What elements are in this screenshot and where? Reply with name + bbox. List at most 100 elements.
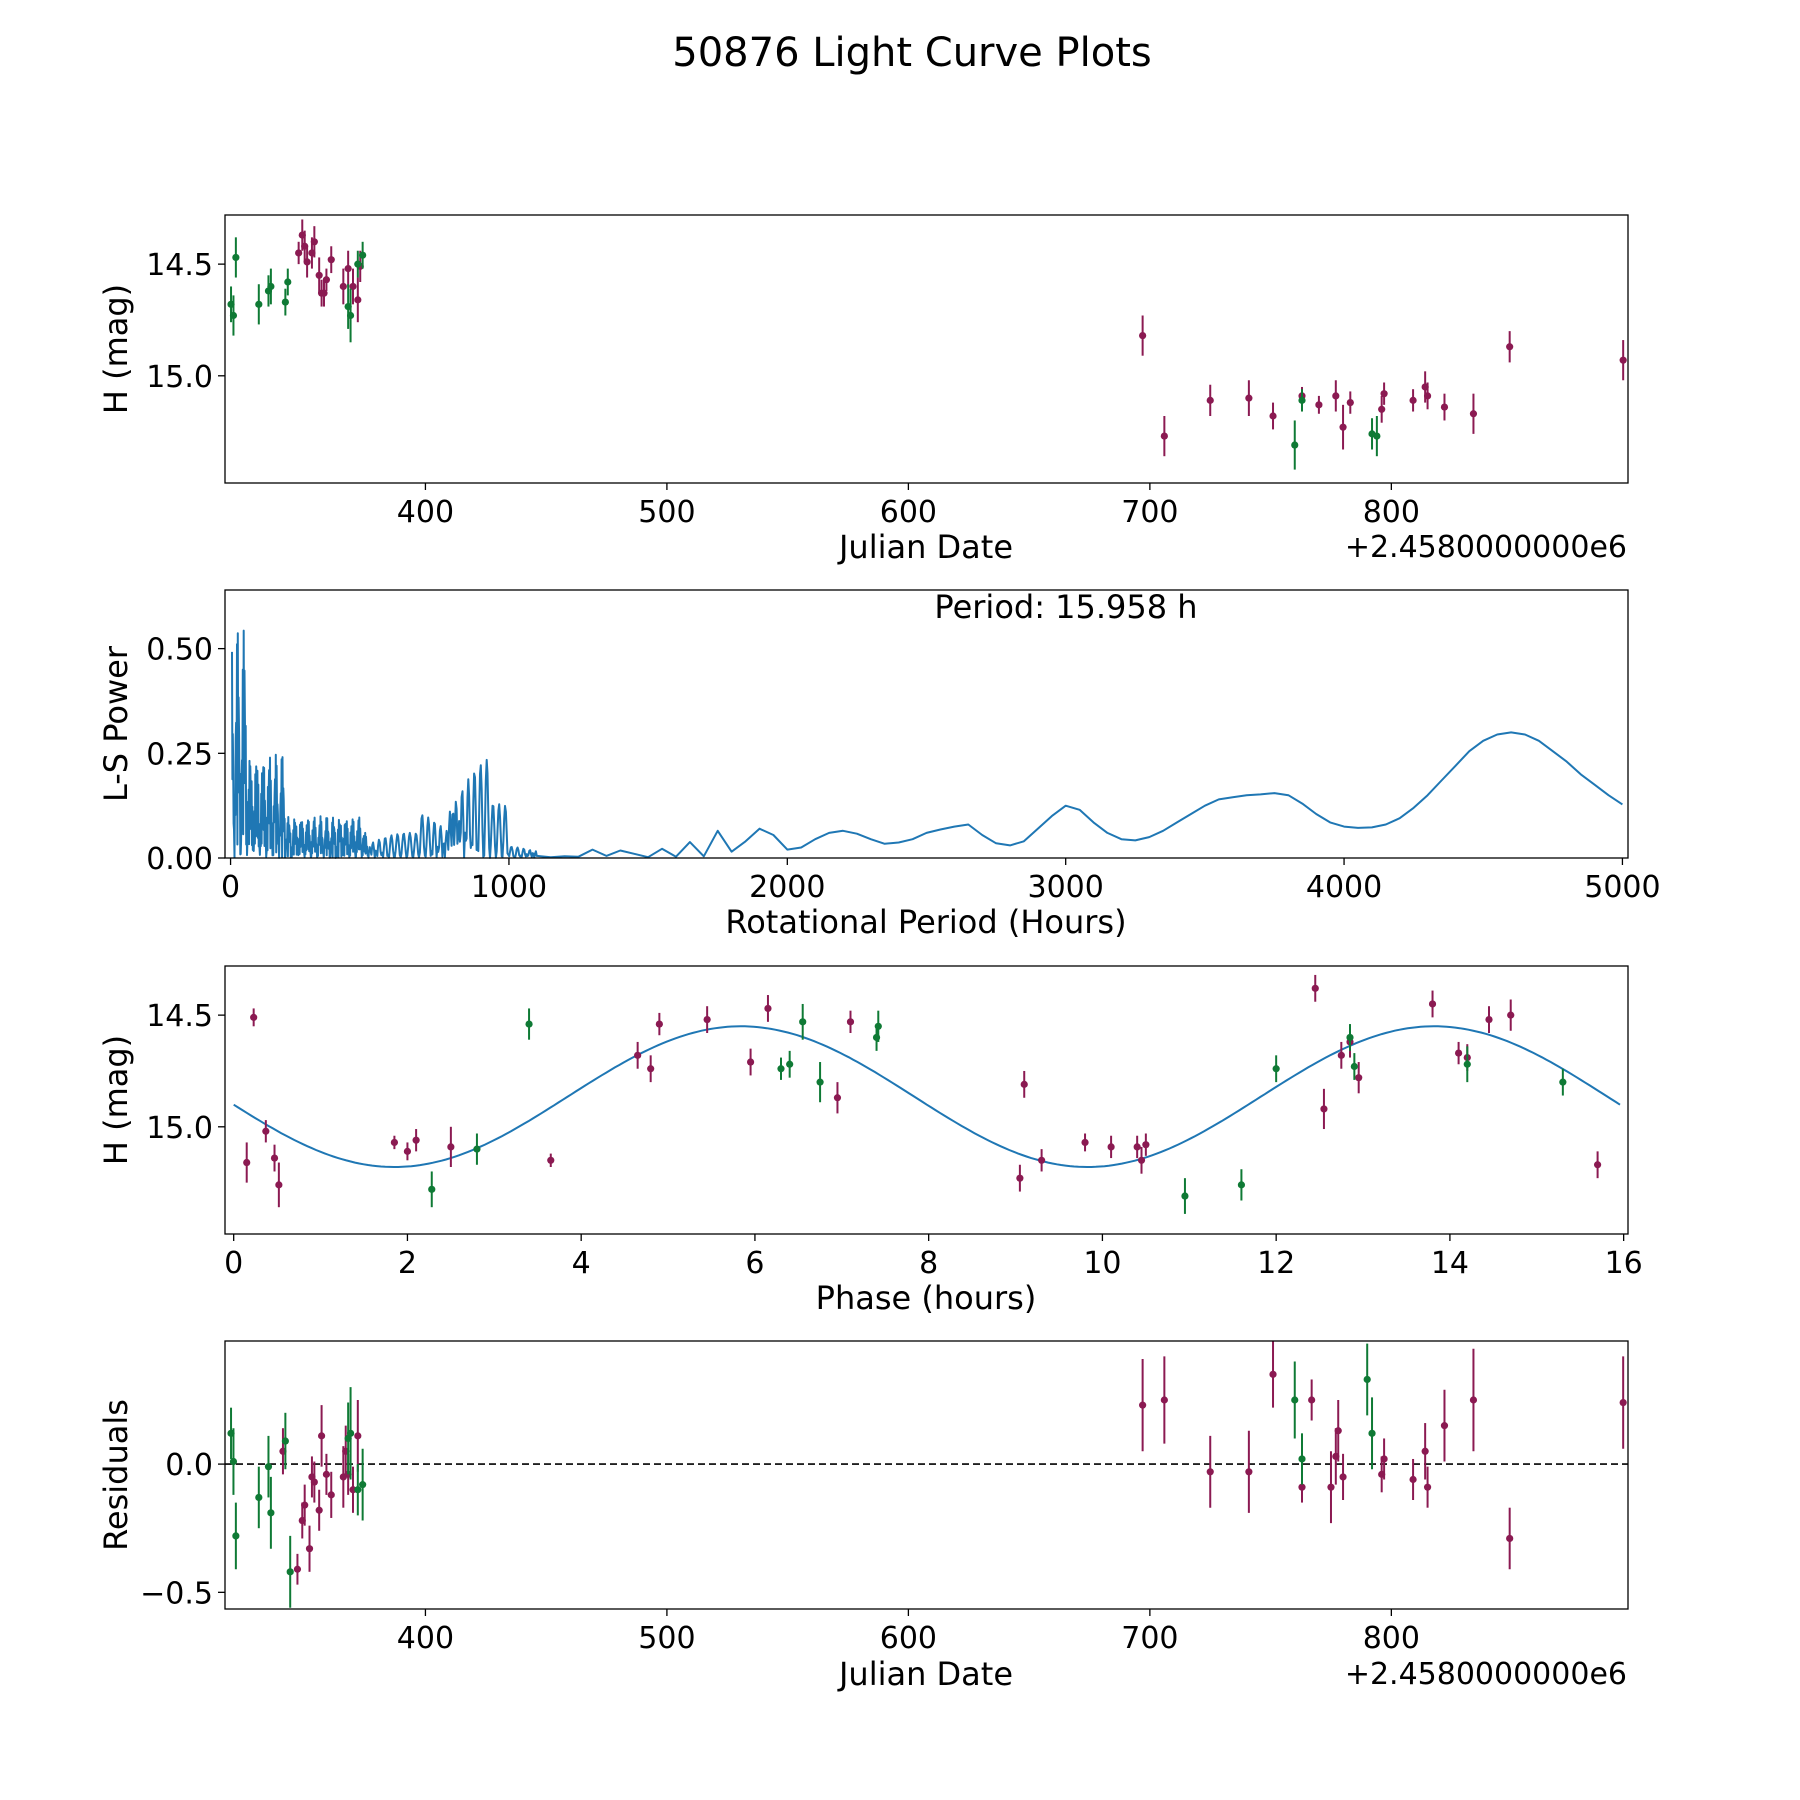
phased-xtick-label: 14 (1431, 1246, 1469, 1281)
phased-ticks: 0 2 4 6 8 10 12 14 16 15.0 14.5 (146, 999, 1643, 1281)
phased-frame (224, 965, 1629, 1235)
residuals-point (1206, 1468, 1214, 1476)
lightcurve-xtick-label: 800 (1363, 495, 1420, 530)
lightcurve-ytick-label: 15.0 (146, 360, 213, 395)
phased-point (655, 1020, 663, 1028)
lightcurve-point (359, 251, 367, 259)
residuals-point (1409, 1475, 1417, 1484)
periodogram-frame (224, 589, 1629, 859)
lightcurve-point (267, 282, 275, 291)
lightcurve-marks (227, 219, 1627, 470)
periodogram-panel: 0 1000 2000 3000 4000 5000 0.00 0.25 0.50 Period… (97, 588, 1661, 941)
phased-point (412, 1136, 420, 1144)
lightcurve-xtick-label: 400 (397, 495, 454, 530)
residuals-point (1308, 1396, 1316, 1404)
figure-title: 50876 Light Curve Plots (672, 30, 1151, 76)
phased-model-curve (233, 1025, 1621, 1168)
phased-point (703, 1016, 711, 1024)
residuals-point (305, 1545, 314, 1553)
periodogram-ytick-label: 0.25 (146, 737, 213, 772)
residuals-marks (225, 1341, 1628, 1608)
lightcurve-point (1423, 392, 1432, 400)
lightcurve-point (354, 260, 362, 268)
phased-point (777, 1065, 785, 1073)
phased-point (473, 1145, 481, 1153)
residuals-point (317, 1432, 326, 1440)
residuals-point (1469, 1396, 1478, 1404)
residuals-point (1423, 1483, 1432, 1491)
residuals-point (1334, 1427, 1342, 1435)
lightcurve-point (1440, 403, 1449, 411)
lightcurve-ytick-label: 14.5 (146, 248, 213, 283)
lightcurve-frame (224, 214, 1629, 484)
phased-xtick-label: 10 (1083, 1246, 1121, 1281)
residuals-point (354, 1486, 362, 1494)
lightcurve-point (322, 276, 331, 284)
phased-point (525, 1020, 533, 1028)
phased-point (447, 1143, 455, 1151)
lightcurve-point (1315, 401, 1323, 409)
phased-point (1428, 1000, 1437, 1008)
phased-point (1507, 1011, 1515, 1019)
lightcurve-point (1346, 399, 1354, 407)
phased-point (1593, 1161, 1602, 1169)
residuals-point (229, 1457, 238, 1466)
periodogram-annotation: Period: 15.958 h (934, 588, 1197, 626)
residuals-point (359, 1481, 367, 1489)
periodogram-line (231, 629, 1623, 859)
residuals-point (1298, 1455, 1306, 1463)
residuals-ylabel: Residuals (97, 1399, 135, 1551)
lightcurve-xtick-label: 700 (1121, 495, 1178, 530)
residuals-point (255, 1493, 263, 1502)
residuals-point (327, 1491, 335, 1499)
lightcurve-point (354, 296, 362, 304)
lightcurve-point (1291, 441, 1299, 449)
residuals-point (232, 1532, 240, 1540)
residuals-point (1139, 1401, 1147, 1409)
phased-point (1137, 1156, 1146, 1164)
phased-point (634, 1051, 642, 1059)
periodogram-xtick-label: 2000 (749, 870, 825, 905)
phased-point (764, 1004, 772, 1013)
phased-point (250, 1013, 258, 1021)
phased-point (874, 1022, 882, 1030)
phased-ytick-label: 15.0 (146, 1111, 213, 1146)
phased-point (428, 1185, 436, 1193)
lightcurve-point (327, 256, 335, 264)
lightcurve-point (344, 265, 352, 273)
residuals-point (267, 1509, 275, 1517)
phased-point (270, 1154, 279, 1162)
lightcurve-point (284, 278, 292, 286)
lightcurve-point (295, 249, 303, 257)
lightcurve-point (1506, 343, 1514, 351)
phased-xtick-label: 2 (398, 1246, 417, 1281)
phased-point (846, 1018, 855, 1026)
residuals-xlabel: Julian Date (837, 1655, 1013, 1693)
periodogram-xtick-label: 1000 (471, 870, 547, 905)
residuals-point (1619, 1398, 1627, 1407)
lightcurve-point (1619, 356, 1627, 364)
residuals-point (1339, 1473, 1347, 1481)
residuals-point (301, 1501, 309, 1509)
lightcurve-point (310, 238, 318, 246)
residuals-ytick-label: −0.5 (140, 1576, 213, 1611)
residuals-point (1368, 1429, 1376, 1437)
phased-point (833, 1094, 842, 1102)
lightcurve-point (339, 282, 347, 291)
phased-ylabel: H (mag) (97, 1035, 135, 1165)
residuals-point (281, 1437, 289, 1445)
residuals-point (1327, 1483, 1335, 1491)
phased-point (262, 1127, 270, 1135)
lightcurve-point (1373, 432, 1381, 440)
lightcurve-ylabel: H (mag) (97, 284, 135, 414)
phased-point (799, 1018, 807, 1026)
periodogram-xtick-label: 0 (221, 870, 240, 905)
lightcurve-point (1206, 396, 1214, 404)
residuals-point (1291, 1396, 1299, 1404)
phased-point (1107, 1143, 1115, 1151)
phased-xlabel: Phase (hours) (816, 1279, 1037, 1317)
residuals-offset-text: +2.4580000000e6 (1345, 1657, 1627, 1692)
lightcurve-point (1378, 405, 1386, 413)
phased-point (390, 1138, 399, 1147)
